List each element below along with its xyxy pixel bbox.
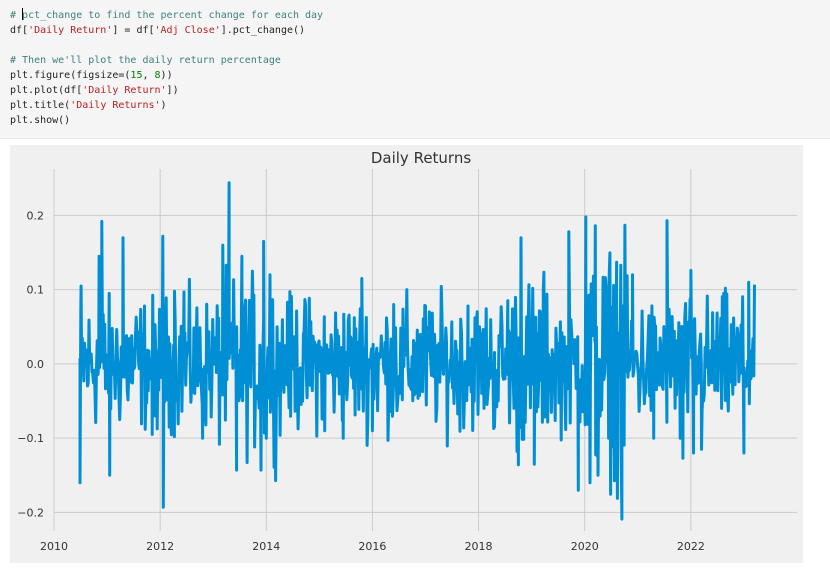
code-token: 'Daily Returns' — [70, 100, 161, 111]
chart-title: Daily Returns — [371, 149, 471, 167]
code-token: ] = df[ — [112, 25, 155, 36]
code-token: # Then we'll plot the daily return perce… — [10, 55, 281, 66]
x-tick-label: 2020 — [571, 540, 599, 553]
x-tick-label: 2016 — [358, 540, 386, 553]
chart-ticks: −0.2 −0.1 0.0 0.1 0.2 2010 2012 2014 2016 2018 202… — [17, 209, 705, 553]
code-token: 'Daily Return' — [28, 25, 113, 36]
code-token: ]) — [166, 85, 179, 96]
x-tick-label: 2010 — [40, 540, 68, 553]
daily-returns-chart: −0.2 −0.1 0.0 0.1 0.2 2010 2012 2014 2016 2018 202… — [10, 145, 803, 563]
code-token: plt.figure(figsize=( — [10, 70, 131, 81]
code-cell[interactable]: # pct_change to find the percent change … — [0, 0, 830, 139]
code-token: ) — [160, 100, 167, 111]
code-token: plt.plot(df[ — [10, 85, 83, 96]
code-token: , — [142, 70, 155, 81]
code-line: df['Daily Return'] = df['Adj Close'].pct… — [10, 23, 323, 38]
daily-return-line — [78, 181, 756, 521]
code-token: 8 — [154, 70, 161, 81]
code-line: plt.figure(figsize=(15, 8)) — [10, 68, 323, 83]
code-token: df[ — [10, 25, 29, 36]
code-token: 15 — [130, 70, 143, 81]
y-tick-label: −0.2 — [17, 506, 44, 519]
code-token: # — [10, 10, 23, 21]
code-line: # Then we'll plot the daily return perce… — [10, 53, 323, 68]
y-tick-label: 0.0 — [27, 358, 45, 371]
x-tick-label: 2012 — [146, 540, 174, 553]
chart-series — [78, 181, 756, 521]
x-tick-label: 2022 — [677, 540, 705, 553]
x-tick-label: 2018 — [465, 540, 493, 553]
code-line: plt.title('Daily Returns') — [10, 98, 323, 113]
code-line: # pct_change to find the percent change … — [10, 8, 323, 23]
plot-output: −0.2 −0.1 0.0 0.1 0.2 2010 2012 2014 2016 2018 202… — [0, 139, 830, 572]
code-line: plt.show() — [10, 113, 323, 128]
code-token: ].pct_change() — [220, 25, 306, 36]
text-cursor — [22, 8, 24, 20]
x-tick-label: 2014 — [252, 540, 280, 553]
code-token: pct_change to find the percent change fo… — [22, 10, 324, 21]
code-token: plt.title( — [10, 100, 71, 111]
y-tick-label: −0.1 — [17, 432, 44, 445]
y-tick-label: 0.2 — [27, 209, 45, 222]
code-line — [10, 38, 323, 53]
code-token: plt.show() — [10, 115, 71, 126]
code-token: 'Adj Close' — [154, 25, 221, 36]
code-token: 'Daily Return' — [82, 85, 167, 96]
y-tick-label: 0.1 — [27, 284, 45, 297]
code-editor[interactable]: # pct_change to find the percent change … — [10, 8, 323, 128]
code-line: plt.plot(df['Daily Return']) — [10, 83, 323, 98]
code-token: )) — [160, 70, 173, 81]
